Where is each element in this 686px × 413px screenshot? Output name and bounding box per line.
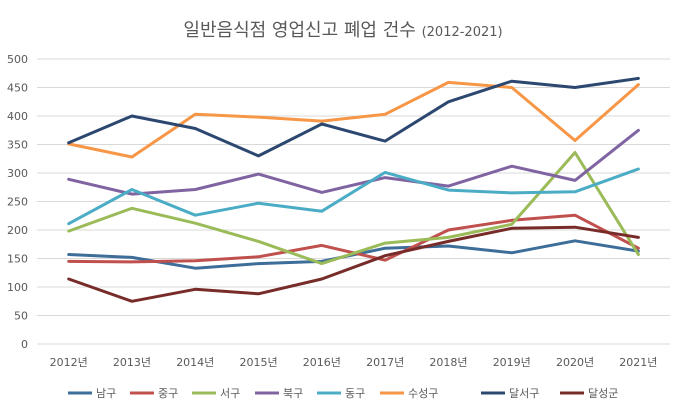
series-lines [67,76,640,303]
y-tick-label: 300 [7,167,28,180]
series-line [67,80,640,159]
y-tick-label: 150 [7,253,28,266]
x-tick-label: 2019년 [493,356,531,369]
chart-subtitle: (2012-2021) [421,25,503,40]
y-axis-ticks: 0 50 100 150 200 250 300 350 400 450 500 [7,53,28,351]
legend-label: 달서구 [509,387,539,400]
y-tick-label: 250 [7,196,28,209]
legend-label: 서구 [220,387,240,400]
x-tick-label: 2015년 [239,356,277,369]
x-tick-label: 2014년 [176,356,214,369]
chart-title: 일반음식점 영업신고 폐업 건수 (2012-2021) [0,16,686,42]
y-tick-label: 350 [7,139,28,152]
x-tick-label: 2016년 [303,356,341,369]
legend-label: 남구 [96,387,116,400]
y-tick-label: 400 [7,110,28,123]
y-tick-label: 50 [14,310,28,323]
x-tick-label: 2013년 [113,356,151,369]
series-line [67,225,640,303]
legend-label: 중구 [158,387,178,400]
legend: 남구 중구 서구 북구 동구 수성구 달서구 달성군 [68,387,618,400]
series-line [67,76,640,158]
x-tick-label: 2012년 [50,356,88,369]
legend-label: 수성구 [408,387,438,400]
x-tick-label: 2018년 [429,356,467,369]
legend-label: 달성군 [588,387,618,400]
gridlines [37,58,670,345]
chart-title-text: 일반음식점 영업신고 폐업 건수 [183,20,416,41]
x-axis-ticks: 2012년 2013년 2014년 2015년 2016년 2017년 2018년 2019년… [50,356,658,369]
x-tick-label: 2017년 [366,356,404,369]
x-tick-label: 2020년 [556,356,594,369]
series-line [67,151,640,266]
y-tick-label: 0 [21,338,28,351]
legend-label: 북구 [283,387,303,400]
x-tick-label: 2021년 [619,356,657,369]
y-tick-label: 450 [7,82,28,95]
y-tick-label: 200 [7,224,28,237]
series-line [67,167,640,226]
series-line [67,128,640,196]
legend-label: 동구 [345,387,365,400]
y-tick-label: 100 [7,281,28,294]
y-tick-label: 500 [7,53,28,66]
